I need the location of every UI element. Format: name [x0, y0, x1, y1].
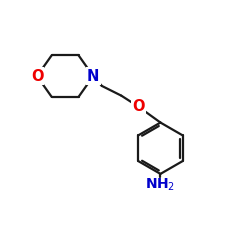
- Text: O: O: [132, 99, 145, 114]
- Text: NH$_2$: NH$_2$: [145, 177, 176, 194]
- Text: O: O: [31, 68, 43, 84]
- Text: N: N: [87, 68, 100, 84]
